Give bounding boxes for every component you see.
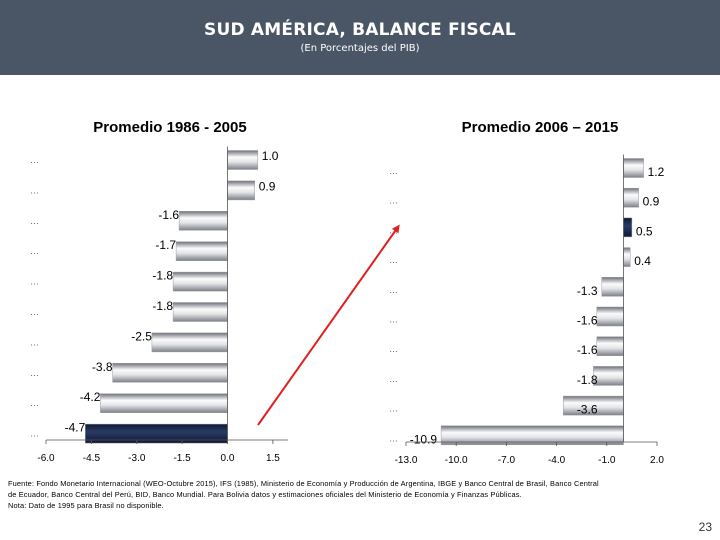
slide-header: SUD AMÉRICA, BALANCE FISCAL (En Porcenta… (0, 0, 720, 75)
left-category-8: … (30, 368, 39, 378)
left-bar-label-9: -4.2 (80, 390, 101, 404)
left-bar-5 (172, 271, 228, 292)
right-tick-label-3: -7.0 (498, 455, 516, 466)
left-bar-label-8: -3.8 (92, 360, 113, 374)
source-footnote: Fuente: Fondo Monetario Internacional (W… (8, 478, 714, 511)
right-bar-label-7: -1.6 (577, 343, 598, 357)
left-tick-label-5: 0.0 (221, 453, 235, 464)
left-bar-label-10: -4.7 (65, 421, 86, 435)
left-tick-label-4: -1.5 (173, 453, 191, 464)
left-bar-label-5: -1.8 (152, 269, 173, 283)
right-category-4: … (389, 255, 398, 265)
left-bar-4 (175, 241, 228, 261)
left-bar-7 (151, 332, 228, 353)
right-bar-label-3: 0.5 (636, 224, 653, 238)
slide-subtitle: (En Porcentajes del PIB) (300, 43, 420, 54)
right-bar-5 (601, 277, 624, 297)
left-bar-label-1: 1.0 (262, 149, 279, 163)
right-bar-label-10: -10.9 (410, 432, 438, 446)
right-bar-label-6: -1.6 (577, 314, 598, 328)
right-tick-label-1: -13.0 (395, 455, 418, 466)
left-bar-6 (172, 302, 228, 322)
right-bar-label-2: 0.9 (643, 195, 660, 209)
right-bar-chart: 1.2 … 0.9 … 0.5 … 0.4 … -1.3 … -1.6 … -1.6 … -1.8 … -3.6… (389, 154, 665, 466)
left-tick-label-1: -6.0 (37, 453, 55, 464)
right-bar-label-9: -3.6 (577, 403, 598, 417)
left-bar-chart: 1.0 … 0.9 … -1.6 … -1.7 … -1.8 … -1.8 … -2.5 … -3.8 … -4… (30, 146, 288, 464)
left-category-7: … (30, 337, 39, 347)
right-category-1: … (389, 166, 398, 176)
right-bar-4 (623, 247, 631, 267)
left-bar-label-2: 0.9 (259, 179, 276, 193)
left-tick-label-3: -3.0 (128, 453, 146, 464)
right-category-2: … (389, 196, 398, 206)
left-category-2: … (30, 185, 39, 195)
left-category-6: … (30, 307, 39, 317)
right-category-6: … (389, 315, 398, 325)
right-bar-3 (623, 217, 633, 238)
right-bar-7 (596, 336, 624, 356)
right-bar-8 (593, 366, 624, 386)
left-bar-label-4: -1.7 (155, 238, 176, 252)
right-bar-label-1: 1.2 (648, 165, 665, 179)
left-bar-1 (227, 150, 259, 170)
right-category-8: … (389, 374, 398, 384)
left-bar-label-6: -1.8 (152, 299, 173, 313)
right-tick-label-2: -10.0 (445, 455, 468, 466)
right-category-5: … (389, 285, 398, 295)
footnote-line-1: Fuente: Fondo Monetario Internacional (W… (8, 479, 599, 488)
right-bar-1 (623, 158, 644, 178)
right-chart-title: Promedio 2006 – 2015 (462, 119, 619, 136)
right-bar-2 (623, 187, 639, 208)
footnote-line-3: Nota: Dato de 1995 para Brasil no dispon… (8, 501, 164, 510)
right-tick-label-4: -4.0 (548, 455, 566, 466)
left-tick-label-2: -4.5 (83, 453, 101, 464)
left-bar-label-3: -1.6 (158, 208, 179, 222)
left-bar-2 (227, 180, 255, 201)
right-bar-6 (596, 306, 624, 327)
right-bar-label-4: 0.4 (634, 254, 651, 268)
left-bar-3 (178, 211, 228, 231)
left-bar-9 (100, 393, 228, 413)
left-category-10: … (30, 429, 39, 439)
trend-arrow (257, 224, 400, 426)
left-tick-label-6: 1.5 (266, 453, 280, 464)
right-category-7: … (389, 344, 398, 354)
left-bar-label-7: -2.5 (131, 329, 152, 343)
slide-title: SUD AMÉRICA, BALANCE FISCAL (204, 20, 516, 40)
left-bar-8 (112, 363, 228, 383)
right-tick-label-5: -1.0 (598, 455, 616, 466)
right-category-10: … (389, 433, 398, 443)
left-category-3: … (30, 216, 39, 226)
footnote-line-2: de Ecuador, Banco Central del Perú, BID,… (8, 490, 522, 499)
left-category-9: … (30, 398, 39, 408)
page-number: 23 (698, 520, 712, 534)
left-category-5: … (30, 277, 39, 287)
left-category-4: … (30, 246, 39, 256)
right-bar-label-5: -1.3 (577, 284, 598, 298)
left-category-1: … (30, 155, 39, 165)
right-bar-label-8: -1.8 (577, 373, 598, 387)
right-category-9: … (389, 404, 398, 414)
left-chart-title: Promedio 1986 - 2005 (93, 119, 246, 136)
right-tick-label-6: 2.0 (650, 455, 664, 466)
